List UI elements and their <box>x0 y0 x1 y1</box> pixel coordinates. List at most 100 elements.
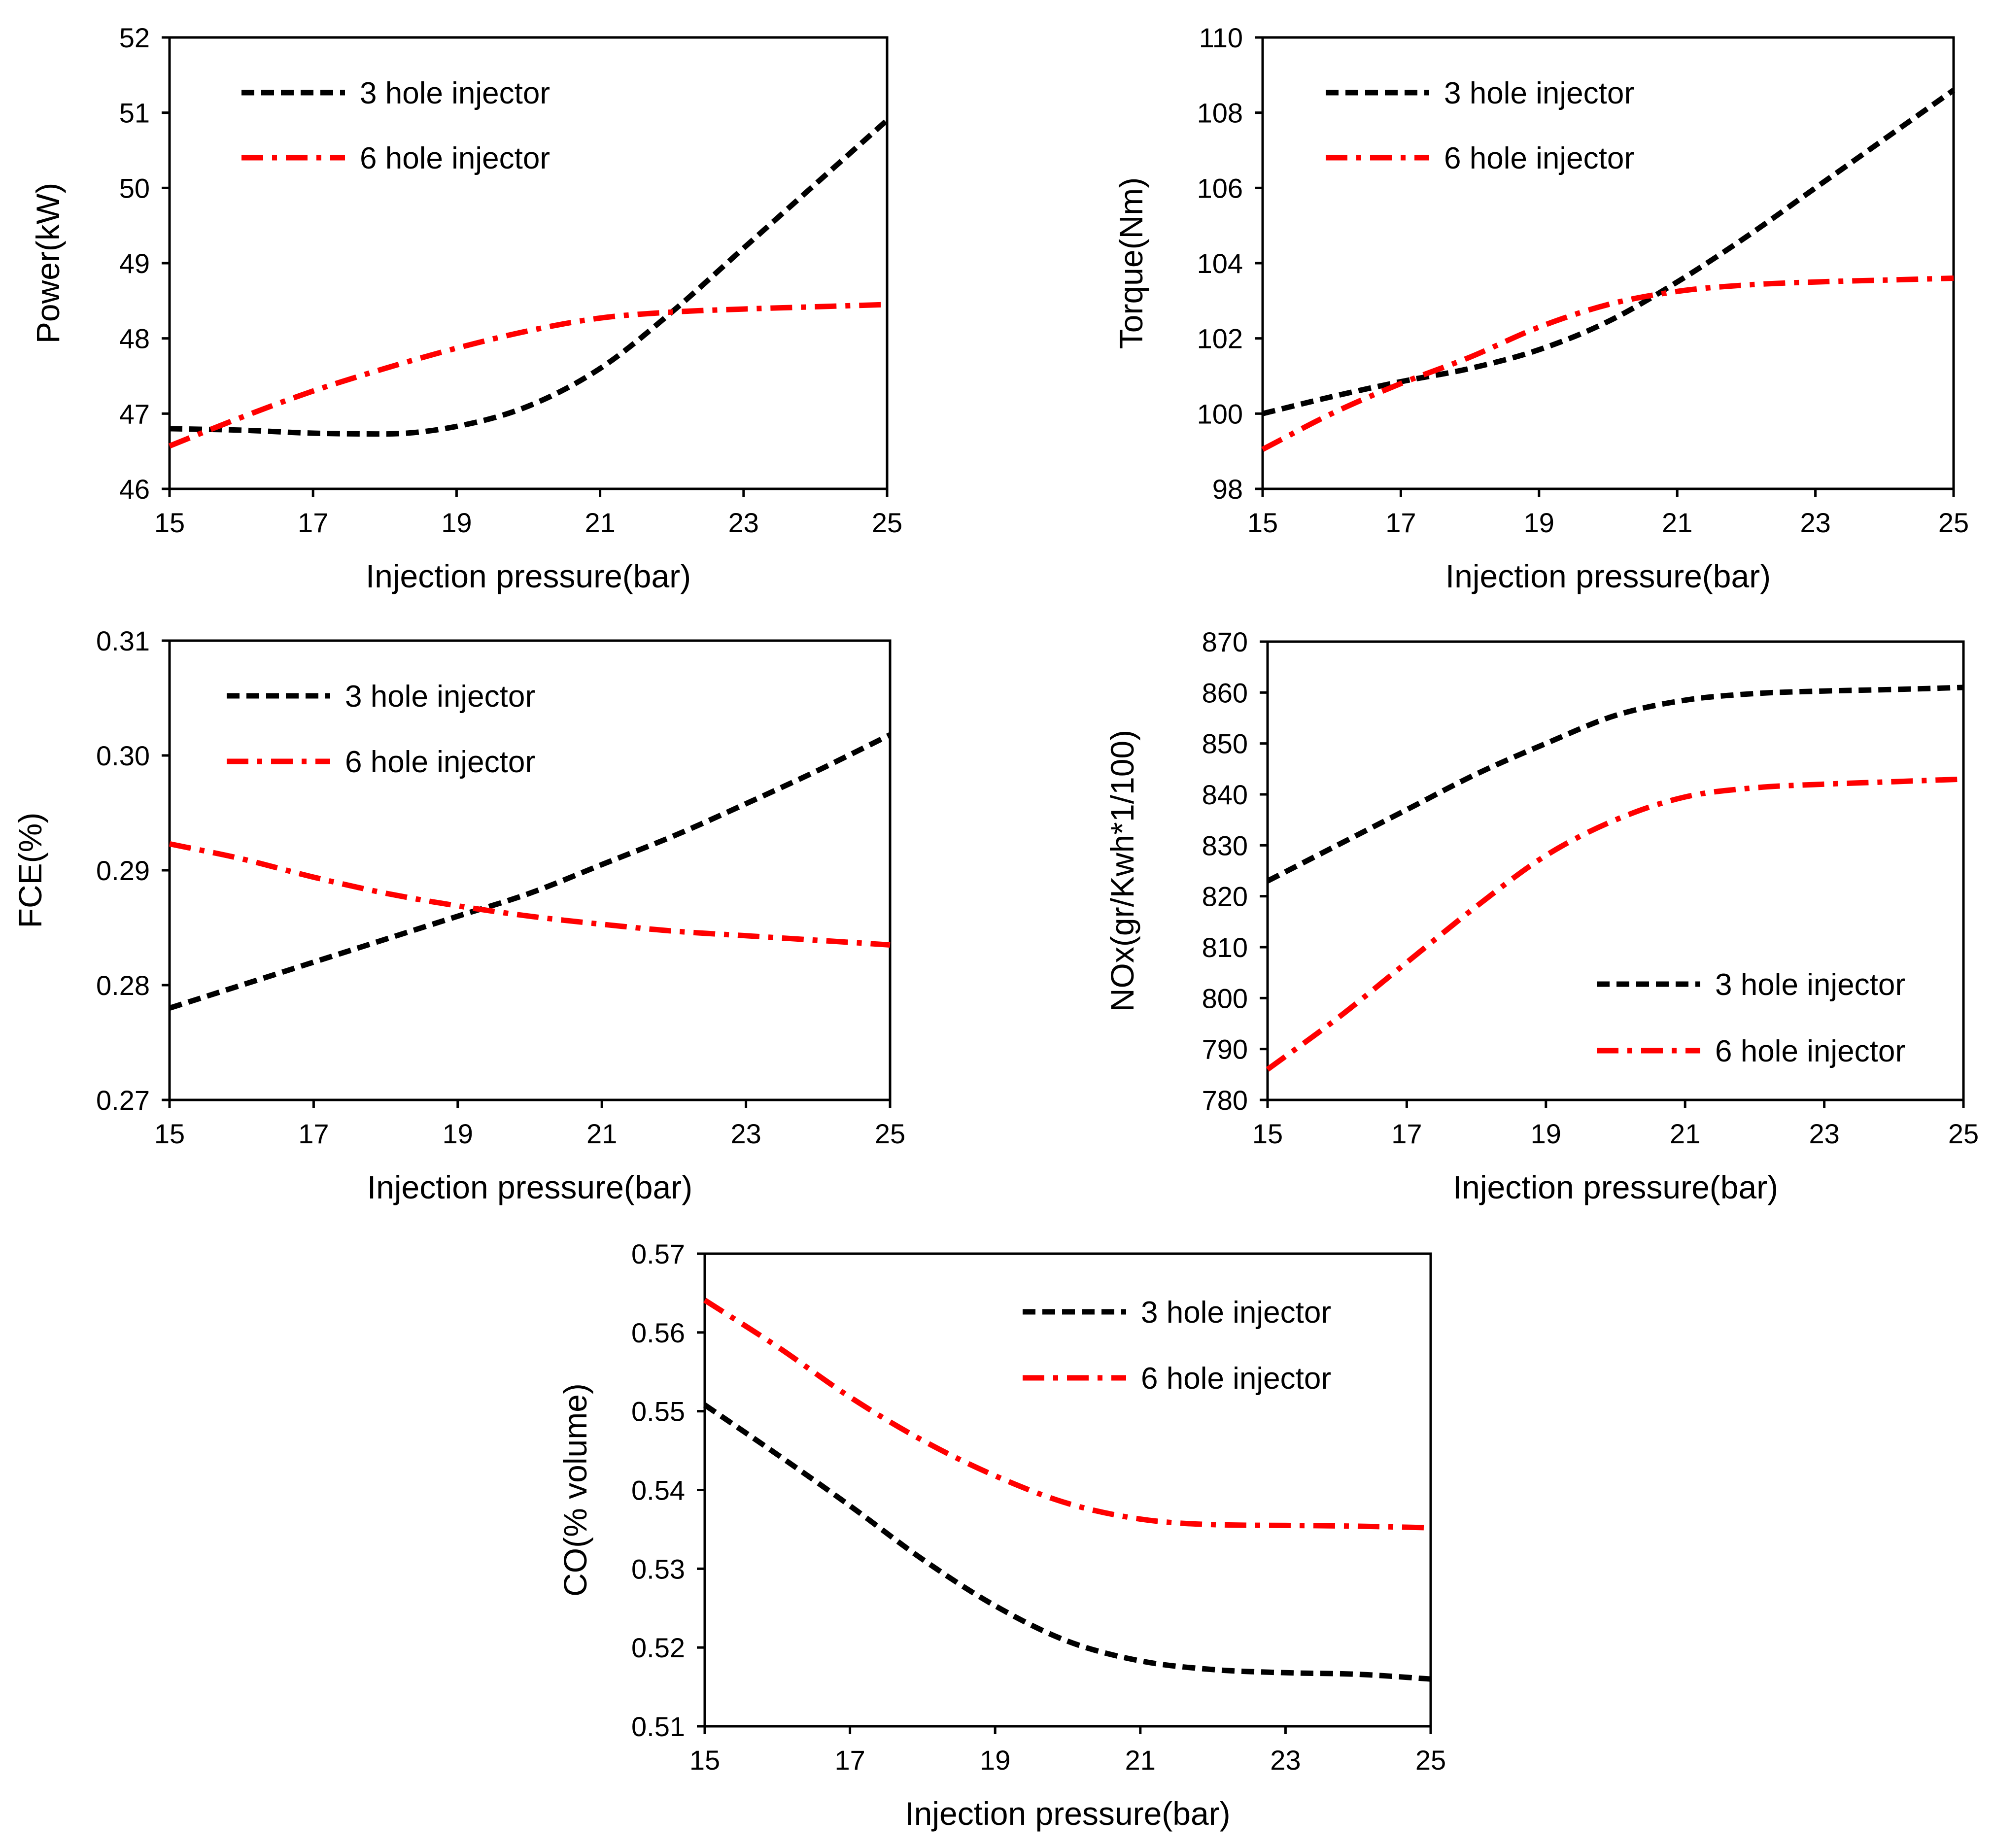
co-legend-label: 3 hole injector <box>1141 1296 1331 1330</box>
power-series-3-hole-line <box>169 118 889 437</box>
nox-y-tick-label: 820 <box>1202 881 1248 912</box>
nox-y-tick-label: 810 <box>1202 932 1248 963</box>
nox-x-tick-label: 21 <box>1670 1118 1700 1149</box>
co-chart: 15 17 19 21 23 25 0.51 0.52 0.53 0.54 0.55 0.56 0.57… <box>557 1238 1446 1832</box>
nox-y-tick-label: 790 <box>1202 1034 1248 1065</box>
torque-x-tick-label: 17 <box>1385 507 1416 538</box>
torque-x-tick-label: 25 <box>1938 507 1969 538</box>
torque-x-tick-label: 15 <box>1247 507 1278 538</box>
co-y-tick-label: 0.51 <box>631 1711 685 1742</box>
power-y-tick-label: 51 <box>119 98 150 129</box>
torque-legend-label: 6 hole injector <box>1444 141 1634 175</box>
power-x-tick-label: 25 <box>872 507 902 538</box>
nox-legend-label: 6 hole injector <box>1715 1034 1905 1068</box>
co-y-tick-label: 0.54 <box>631 1475 685 1506</box>
power-y-tick-label: 50 <box>119 172 150 204</box>
power-x-tick-label: 19 <box>441 507 472 538</box>
co-series-6-hole-line <box>703 1298 1431 1531</box>
power-x-tick-label: 17 <box>298 507 328 538</box>
power-y-tick-label: 46 <box>119 474 150 505</box>
co-y-axis-title: CO(% volume) <box>557 1383 593 1597</box>
co-y-tick-label: 0.53 <box>631 1553 685 1584</box>
nox-y-tick-label: 850 <box>1202 728 1248 759</box>
torque-x-tick-label: 23 <box>1800 507 1830 538</box>
torque-y-tick-label: 98 <box>1212 474 1243 505</box>
power-x-tick-label: 23 <box>728 507 759 538</box>
torque-y-tick-label: 100 <box>1197 398 1243 429</box>
co-legend-label: 6 hole injector <box>1141 1362 1331 1396</box>
power-y-axis-title: Power(kW) <box>30 183 66 343</box>
fce-x-axis-title: Injection pressure(bar) <box>367 1169 692 1205</box>
torque-x-axis-title: Injection pressure(bar) <box>1445 558 1771 594</box>
panels: 15 17 19 21 23 25 46 47 48 49 50 51 52 Injection pres… <box>12 22 1979 1832</box>
co-y-tick-label: 0.52 <box>631 1632 685 1663</box>
nox-y-tick-label: 860 <box>1202 677 1248 708</box>
fce-y-axis-title: FCE(%) <box>12 813 48 928</box>
nox-x-tick-label: 17 <box>1391 1118 1422 1149</box>
power-y-tick-label: 47 <box>119 398 150 429</box>
co-y-tick-label: 0.55 <box>631 1396 685 1427</box>
torque-x-tick-label: 21 <box>1662 507 1692 538</box>
co-x-tick-label: 23 <box>1270 1745 1301 1776</box>
power-x-tick-label: 21 <box>584 507 615 538</box>
torque-x-tick-label: 19 <box>1524 507 1554 538</box>
nox-legend-label: 3 hole injector <box>1715 968 1905 1002</box>
fce-x-tick-label: 23 <box>730 1118 761 1149</box>
fce-series-6-hole-line <box>169 841 891 948</box>
torque-series-3-hole-line <box>1262 88 1956 416</box>
co-series-3-hole-line <box>703 1403 1431 1682</box>
power-x-tick-label: 15 <box>154 507 185 538</box>
co-x-tick-label: 21 <box>1125 1745 1156 1776</box>
fce-chart: 15 17 19 21 23 25 0.27 0.28 0.29 0.30 0.31 Injectio… <box>12 625 905 1205</box>
co-y-tick-label: 0.57 <box>631 1238 685 1269</box>
co-x-tick-label: 19 <box>980 1745 1010 1776</box>
torque-legend-label: 3 hole injector <box>1444 76 1634 110</box>
nox-chart: 15 17 19 21 23 25 780 790 800 810 820 830 840 850 860 8… <box>1104 626 1979 1205</box>
torque-legend: 3 hole injector 6 hole injector <box>1326 76 1634 175</box>
nox-series-3-hole-line <box>1266 684 1964 884</box>
power-chart: 15 17 19 21 23 25 46 47 48 49 50 51 52 Injection pres… <box>30 22 902 594</box>
power-y-tick-label: 52 <box>119 22 150 53</box>
nox-x-tick-label: 25 <box>1948 1118 1979 1149</box>
torque-series-6-hole-line <box>1261 275 1954 452</box>
fce-y-tick-label: 0.28 <box>96 970 150 1001</box>
co-y-tick-label: 0.56 <box>631 1317 685 1348</box>
nox-x-axis-title: Injection pressure(bar) <box>1453 1169 1778 1205</box>
torque-y-axis-title: Torque(Nm) <box>1113 177 1149 349</box>
nox-legend: 3 hole injector 6 hole injector <box>1597 968 1905 1068</box>
nox-x-tick-label: 15 <box>1252 1118 1283 1149</box>
power-y-tick-label: 48 <box>119 323 150 354</box>
nox-series-6-hole-line <box>1266 776 1964 1072</box>
co-x-tick-label: 17 <box>834 1745 865 1776</box>
nox-y-tick-label: 870 <box>1202 626 1248 657</box>
power-legend-label: 3 hole injector <box>360 76 550 110</box>
torque-chart: 15 17 19 21 23 25 98 100 102 104 106 108 110 Injectio… <box>1113 22 1969 594</box>
nox-x-tick-label: 19 <box>1531 1118 1561 1149</box>
nox-y-tick-label: 840 <box>1202 779 1248 810</box>
nox-y-axis-title: NOx(gr/Kwh*1/100) <box>1104 730 1140 1012</box>
fce-y-tick-label: 0.27 <box>96 1085 150 1116</box>
torque-y-tick-label: 108 <box>1197 98 1243 129</box>
nox-y-tick-label: 780 <box>1202 1085 1248 1116</box>
fce-x-tick-label: 19 <box>443 1118 473 1149</box>
fce-x-tick-label: 21 <box>586 1118 617 1149</box>
torque-y-tick-label: 102 <box>1197 323 1243 354</box>
power-y-tick-label: 49 <box>119 248 150 279</box>
fce-x-tick-label: 15 <box>154 1118 185 1149</box>
co-x-axis-title: Injection pressure(bar) <box>905 1795 1230 1832</box>
fce-x-tick-label: 17 <box>298 1118 329 1149</box>
fce-legend-label: 3 hole injector <box>345 680 535 714</box>
power-x-axis-title: Injection pressure(bar) <box>366 558 691 594</box>
torque-y-tick-label: 104 <box>1197 248 1243 279</box>
fce-legend: 3 hole injector 6 hole injector <box>227 680 535 779</box>
fce-y-tick-label: 0.30 <box>96 740 150 771</box>
co-x-tick-label: 25 <box>1415 1745 1446 1776</box>
fce-y-tick-label: 0.29 <box>96 855 150 886</box>
nox-x-tick-label: 23 <box>1809 1118 1839 1149</box>
torque-y-tick-label: 106 <box>1197 172 1243 204</box>
co-legend: 3 hole injector 6 hole injector <box>1023 1296 1331 1396</box>
nox-y-tick-label: 830 <box>1202 830 1248 861</box>
power-legend-label: 6 hole injector <box>360 141 550 175</box>
